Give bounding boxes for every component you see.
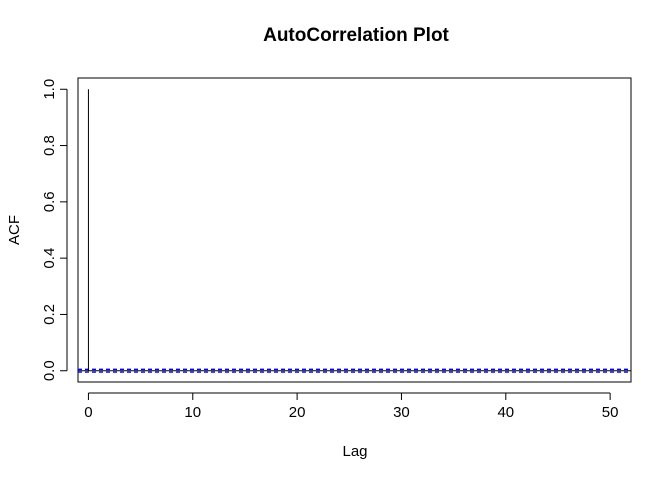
- y-tick-label: 0.0: [41, 360, 58, 381]
- x-axis: 0 10 20 30 40 50: [84, 392, 619, 421]
- x-tick-label: 40: [497, 404, 514, 421]
- y-axis: 0.0 0.2 0.4 0.6 0.8 1.0: [41, 79, 68, 381]
- y-tick-label: 0.4: [41, 248, 58, 269]
- y-axis-label: ACF: [6, 215, 23, 245]
- plot-frame: [77, 77, 632, 383]
- x-tick-label: 30: [393, 404, 410, 421]
- x-axis-label: Lag: [342, 443, 367, 460]
- chart-title: AutoCorrelation Plot: [263, 25, 449, 46]
- y-tick-label: 0.6: [41, 191, 58, 212]
- x-tick-label: 10: [184, 404, 201, 421]
- x-tick-label: 0: [84, 404, 92, 421]
- y-tick-label: 0.2: [41, 304, 58, 325]
- reference-lines: [78, 368, 631, 373]
- x-tick-label: 50: [602, 404, 619, 421]
- y-tick-label: 1.0: [41, 79, 58, 100]
- x-tick-label: 20: [289, 404, 306, 421]
- y-tick-label: 0.8: [41, 135, 58, 156]
